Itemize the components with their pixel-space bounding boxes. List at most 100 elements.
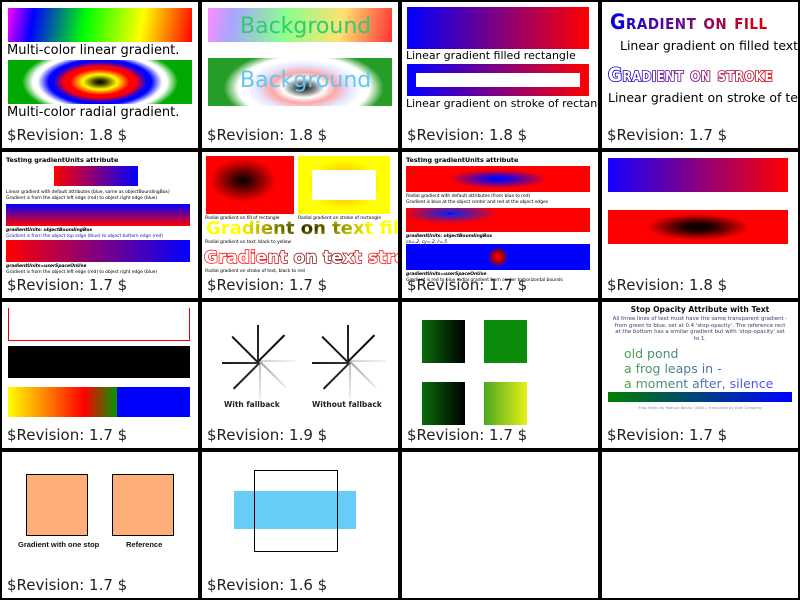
- linear-text-stage: Gradient on fill Linear gradient on fill…: [602, 2, 798, 122]
- cell-gradient-stops-edge-cases[interactable]: $Revision: 1.7 $: [0, 300, 200, 450]
- bounding-box-stage: [202, 452, 398, 572]
- starburst-ray-1: [259, 360, 296, 362]
- background-radial-text: Background: [240, 68, 372, 93]
- stops-edge-stage: [2, 302, 198, 422]
- transform-radial-bar: [608, 210, 788, 244]
- green-square-3: [422, 382, 465, 425]
- bounding-box-outline: [254, 470, 338, 552]
- gradient-transform-stage: [602, 152, 798, 272]
- starburst-ray-7: [257, 325, 259, 362]
- cell-radial-gradient-shapes-text[interactable]: Radial gradient on fill of rectangle Rad…: [200, 150, 400, 300]
- yellow-red-green-blue-gradient-bar: [8, 387, 190, 417]
- revision-label: $Revision: 1.7 $: [7, 426, 128, 444]
- multicolor-stage: Multi-color linear gradient. Multi-color…: [2, 2, 198, 122]
- gradient-fill-caption: Linear gradient on filled text: [620, 38, 799, 53]
- radial-units-default-bar: [406, 166, 590, 192]
- gradient-stroke-headline: Gradient on stroke: [607, 63, 773, 87]
- stop-opacity-title: Stop Opacity Attribute with Text: [630, 305, 770, 314]
- revision-label: $Revision: 1.7 $: [407, 276, 528, 294]
- starburst-without-fallback: [312, 324, 386, 399]
- linear-units-userspace-caption-1: gradientUnits=userSpaceOnUse: [6, 264, 87, 269]
- radial-units-obb-caption-1: gradientUnits: objectBoundingBox: [406, 234, 493, 239]
- multicolor-linear-label: Multi-color linear gradient.: [7, 43, 180, 58]
- one-stop-square: [26, 474, 88, 536]
- starburst-ray-4: [322, 362, 351, 390]
- cell-linear-gradient-text[interactable]: Gradient on fill Linear gradient on fill…: [600, 0, 800, 150]
- cell-gradient-stop-colors[interactable]: $Revision: 1.7 $: [400, 300, 600, 450]
- fallback-without-label: Without fallback: [312, 400, 382, 409]
- cell-gradient-bounding-box[interactable]: $Revision: 1.6 $: [200, 450, 400, 600]
- cell-multicolor-gradients[interactable]: Multi-color linear gradient. Multi-color…: [0, 0, 200, 150]
- background-linear-text: Background: [240, 14, 372, 39]
- radial-units-userspace-bar: [406, 244, 590, 270]
- cell-radial-gradient-units[interactable]: Testing gradientUnits attribute Radial g…: [400, 150, 600, 300]
- cell-gradient-background[interactable]: Background Background $Revision: 1.8 $: [200, 0, 400, 150]
- radial-text-fill-headline: Gradient on text fill: [206, 218, 398, 239]
- cell-empty-a: [400, 450, 600, 600]
- fallback-stage: With fallback Without fallback: [202, 302, 398, 422]
- radial-units-obb-bar: [406, 208, 590, 232]
- revision-label: $Revision: 1.7 $: [607, 426, 728, 444]
- cell-linear-gradient-rect[interactable]: Linear gradient filled rectangle Linear …: [400, 0, 600, 150]
- stop-opacity-reference-bar: [608, 392, 792, 402]
- starburst-ray-4: [232, 362, 261, 390]
- linear-units-default-caption-2: Gradient is from the object left edge (r…: [6, 196, 158, 201]
- radial-units-default-caption-2: Gradient is blue at the object center an…: [406, 200, 549, 205]
- linear-fill-caption: Linear gradient filled rectangle: [406, 49, 576, 62]
- cell-linear-gradient-units[interactable]: Testing gradientUnits attribute Linear g…: [0, 150, 200, 300]
- radial-text-fill-caption: Radial gradient on text, black to yellow: [205, 240, 292, 245]
- transform-linear-bar: [608, 158, 788, 192]
- linear-units-default-bar: [54, 166, 138, 186]
- revision-label: $Revision: 1.7 $: [7, 576, 128, 594]
- haiku-block: old pond a frog leaps in - a moment afte…: [624, 346, 773, 391]
- starburst-ray-2: [349, 360, 377, 389]
- radial-text-stroke-caption: Radial gradient on stroke of text, black…: [205, 269, 305, 274]
- linear-rect-stage: Linear gradient filled rectangle Linear …: [402, 2, 598, 122]
- linear-filled-rectangle: [407, 7, 589, 49]
- starburst-ray-8: [347, 334, 376, 362]
- linear-units-stage: Testing gradientUnits attribute Linear g…: [2, 152, 198, 275]
- radial-stroke-rect-inner: [312, 170, 376, 200]
- cell-stop-opacity-with-text[interactable]: Stop Opacity Attribute with Text All thr…: [600, 300, 800, 450]
- stop-colors-stage: [402, 302, 598, 425]
- haiku-credit: Frog Haiku by Matsuo Basho (1644), trans…: [638, 405, 762, 410]
- stop-opacity-description: All three lines of text must have the sa…: [612, 316, 788, 342]
- green-square-1: [422, 320, 465, 363]
- haiku-line-1: old pond: [624, 346, 773, 361]
- background-stage: Background Background: [202, 2, 398, 122]
- radial-stroke-rect-caption: Radial gradient on stroke of rectangle: [298, 216, 381, 221]
- revision-label: $Revision: 1.8 $: [207, 126, 328, 144]
- radial-units-userspace-caption-2: Gradient is red to blue radial gradient …: [406, 278, 563, 283]
- linear-units-userspace-caption-2: Gradient is from the object left edge (r…: [6, 270, 158, 275]
- cell-gradient-fallback[interactable]: With fallback Without fallback $Revision…: [200, 300, 400, 450]
- revision-label: $Revision: 1.8 $: [7, 126, 128, 144]
- one-stop-label: Gradient with one stop: [18, 540, 100, 549]
- revision-label: $Revision: 1.8 $: [407, 126, 528, 144]
- multicolor-radial-gradient-bar: [8, 60, 192, 104]
- background-radial-gradient-bar: [208, 58, 392, 106]
- radial-units-obb-caption-2: cx=.2, cy=.2, r=.5: [406, 240, 448, 245]
- radial-units-stage: Testing gradientUnits attribute Radial g…: [402, 152, 598, 283]
- linear-units-obb-caption-2: Gradient is from the object top edge (bl…: [6, 234, 163, 239]
- starburst-ray-3: [349, 362, 351, 399]
- revision-label: $Revision: 1.7 $: [7, 276, 128, 294]
- linear-units-userspace-bar: [6, 240, 190, 262]
- reference-square: [112, 474, 174, 536]
- green-square-4: [484, 382, 527, 425]
- radial-stroked-rectangle: [298, 156, 390, 214]
- black-rectangle: [8, 346, 190, 378]
- starburst-with-fallback: [222, 324, 296, 399]
- starburst-ray-5: [312, 362, 349, 364]
- starburst-ray-1: [349, 360, 386, 362]
- revision-label: $Revision: 1.7 $: [207, 276, 328, 294]
- revision-label: $Revision: 1.8 $: [607, 276, 728, 294]
- revision-label: $Revision: 1.9 $: [207, 426, 328, 444]
- cell-gradient-transform[interactable]: $Revision: 1.8 $: [600, 150, 800, 300]
- revision-label: $Revision: 1.6 $: [207, 576, 328, 594]
- linear-stroke-caption: Linear gradient on stroke of rectangle: [406, 97, 600, 110]
- reference-label: Reference: [126, 540, 163, 549]
- revision-label: $Revision: 1.7 $: [407, 426, 528, 444]
- cell-gradient-one-stop[interactable]: Gradient with one stop Reference $Revisi…: [0, 450, 200, 600]
- starburst-ray-7: [347, 325, 349, 362]
